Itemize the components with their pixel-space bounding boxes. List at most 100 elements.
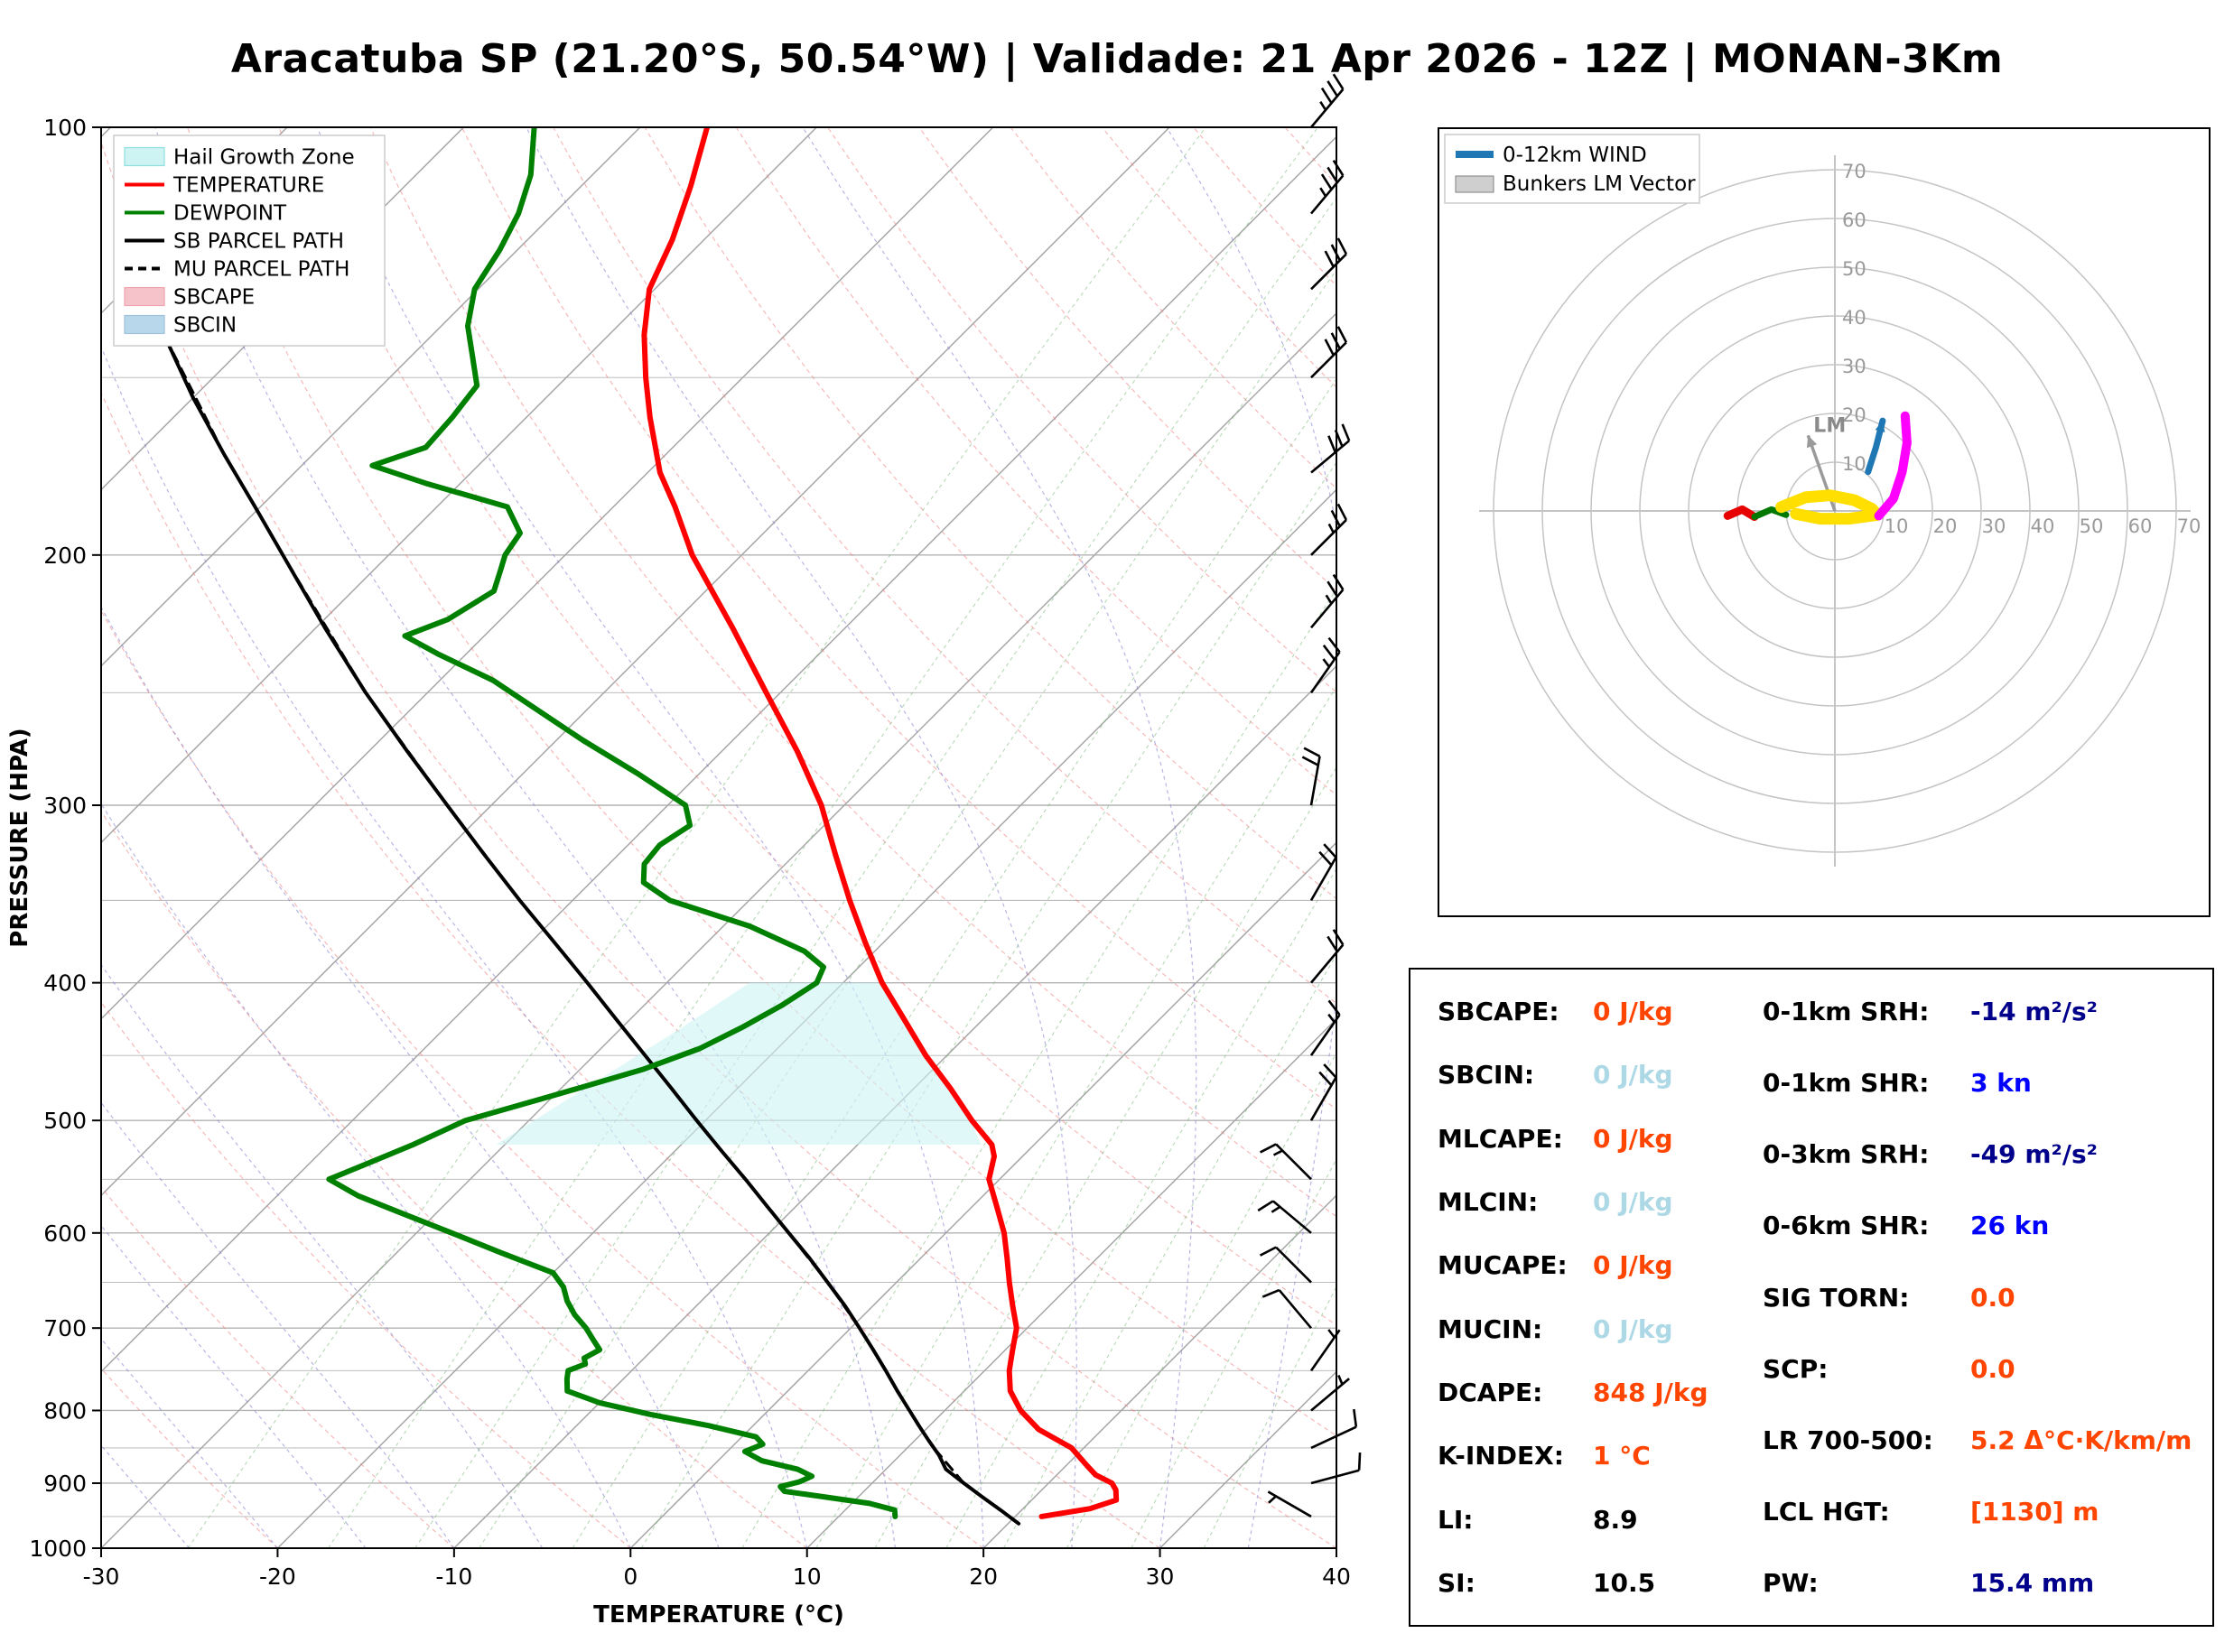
index-value: 0 J/kg [1593,1313,1673,1344]
legend-label: DEWPOINT [173,202,287,226]
sbcape-swatch [124,286,165,307]
page-title: Aracatuba SP (21.20°S, 50.54°W) | Valida… [230,36,2004,82]
hodograph-segment-magenta [1874,411,1912,521]
hodograph-legend: 0-12km WIND Bunkers LM Vector [1444,134,1700,204]
skewt-chart: -30 -20 -10 0 10 20 30 40 100 200 300 400 500 600 700 8… [6,73,1362,1629]
index-label: K-INDEX: [1438,1441,1564,1471]
legend-label: Bunkers LM Vector [1503,172,1696,196]
hail-growth-zone-swatch [124,146,165,167]
index-value: 1 °C [1593,1441,1651,1471]
index-label: PW: [1763,1568,1819,1598]
index-value: 0 J/kg [1593,1060,1673,1091]
legend-label: Hail Growth Zone [173,146,355,170]
svg-text:200: 200 [43,543,87,569]
ring-label: 10 [1885,515,1909,537]
legend-label: TEMPERATURE [172,174,324,198]
svg-text:-20: -20 [259,1564,296,1590]
ring-label: 30 [1842,356,1866,377]
index-label: SBCIN: [1438,1060,1535,1091]
index-row: MUCIN: 0 J/kg [1438,1314,1754,1344]
ring-label: 40 [2031,515,2055,537]
svg-text:1000: 1000 [29,1536,87,1562]
ring-label: 10 [1842,453,1866,475]
ring-label: 70 [2177,515,2201,537]
index-value: 0 J/kg [1593,997,1673,1026]
temperature-curve [641,127,1120,1519]
index-value: [1130] m [1970,1496,2099,1527]
lm-vector-swatch [1455,175,1494,193]
svg-text:20: 20 [969,1564,998,1590]
ring-label: 60 [1842,209,1866,231]
legend-label: SB PARCEL PATH [173,230,344,254]
hail-growth-zone [496,982,982,1145]
svg-text:10: 10 [793,1564,822,1590]
index-row: SBCIN: 0 J/kg [1438,1060,1754,1090]
svg-text:600: 600 [43,1220,87,1247]
index-row: MUCAPE: 0 J/kg [1438,1250,1754,1280]
legend-label: SBCAPE [173,286,255,310]
index-row: 0-6km SHR: 26 kn [1763,1211,2196,1240]
index-value: 15.4 mm [1970,1568,2095,1598]
index-label: LCL HGT: [1763,1496,1890,1527]
index-label: MLCAPE: [1438,1123,1563,1154]
index-label: 0-1km SRH: [1763,997,1930,1026]
hodograph-chart: 10 10 20 20 30 30 40 40 50 50 60 60 70 70 LM 0-12km WIN… [1438,127,2211,917]
index-label: SBCAPE: [1438,997,1559,1026]
index-label: MUCAPE: [1438,1250,1568,1281]
mu-parcel-path-curve [141,287,1020,1526]
index-row: DCAPE: 848 J/kg [1438,1378,1754,1407]
index-value: 26 kn [1970,1211,2050,1241]
index-row: LCL HGT: [1130] m [1763,1497,2196,1527]
svg-text:30: 30 [1146,1564,1175,1590]
svg-text:-30: -30 [83,1564,120,1590]
ring-label: 60 [2128,515,2153,537]
ring-label: 50 [2080,515,2104,537]
index-value: 8.9 [1593,1504,1638,1535]
index-row: PW: 15.4 mm [1763,1568,2196,1598]
svg-text:400: 400 [43,970,87,997]
sb-parcel-path-curve [141,287,1021,1526]
legend-label: MU PARCEL PATH [173,258,349,282]
index-value: 0.0 [1970,1282,2015,1313]
hodograph-segment-green [1751,506,1790,520]
index-label: MLCIN: [1438,1186,1539,1217]
svg-text:-10: -10 [435,1564,472,1590]
index-label: DCAPE: [1438,1377,1543,1407]
index-value: -14 m²/s² [1970,997,2098,1026]
svg-text:300: 300 [43,793,87,819]
index-value: 0.0 [1970,1353,2015,1384]
index-value: 10.5 [1593,1567,1656,1598]
x-axis-label: TEMPERATURE (°C) [593,1601,844,1629]
hodograph-segment-red [1723,505,1759,521]
ring-label: 20 [1842,404,1866,426]
index-row: K-INDEX: 1 °C [1438,1441,1754,1471]
svg-text:40: 40 [1322,1564,1351,1590]
indices-panel: SBCAPE: 0 J/kg SBCIN: 0 J/kg MLCAPE: 0 J/kg ML… [1409,968,2214,1627]
index-value: 0 J/kg [1593,1186,1673,1217]
ring-label: 50 [1842,258,1866,280]
index-row: 0-1km SHR: 3 kn [1763,1068,2196,1098]
svg-text:0: 0 [623,1564,638,1590]
skewt-background [101,127,1336,1548]
svg-text:800: 800 [43,1397,87,1424]
skewt-axes: -30 -20 -10 0 10 20 30 40 100 200 300 400 500 600 700 8… [6,115,1351,1629]
index-row: SI: 10.5 [1438,1568,1754,1598]
index-label: MUCIN: [1438,1313,1543,1344]
indices-column-right: 0-1km SRH: -14 m²/s² 0-1km SHR: 3 kn 0-3km S… [1763,997,2196,1598]
sbcin-swatch [124,314,165,335]
legend-label: SBCIN [173,314,237,338]
index-value: 0 J/kg [1593,1250,1673,1281]
y-axis-label: PRESSURE (HPA) [6,728,33,947]
index-label: SI: [1438,1567,1475,1598]
index-label: SIG TORN: [1763,1282,1910,1313]
ring-label: 20 [1933,515,1958,537]
index-label: 0-3km SRH: [1763,1139,1930,1170]
index-value: 848 J/kg [1593,1377,1708,1407]
ring-label: 40 [1842,307,1866,329]
lm-label: LM [1813,414,1846,437]
index-label: 0-1km SHR: [1763,1068,1930,1099]
index-value: 3 kn [1970,1068,2032,1099]
index-label: SCP: [1763,1353,1829,1384]
index-row: SBCAPE: 0 J/kg [1438,997,1754,1026]
